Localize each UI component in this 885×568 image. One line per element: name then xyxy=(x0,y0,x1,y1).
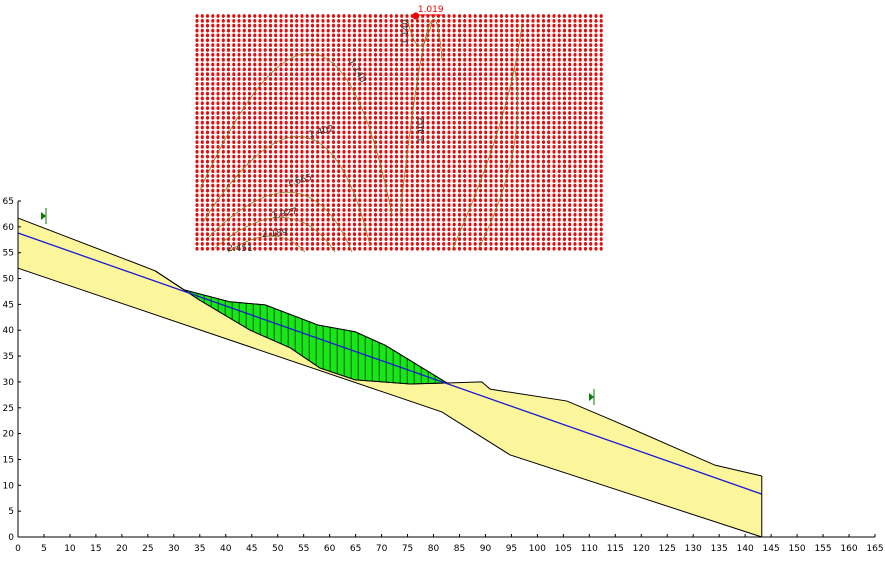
x-tick-label: 145 xyxy=(763,544,780,554)
x-tick-label: 70 xyxy=(376,544,388,554)
x-tick-label: 0 xyxy=(15,544,21,554)
contour xyxy=(451,24,523,251)
x-tick-label: 50 xyxy=(272,544,284,554)
x-tick-label: 95 xyxy=(506,544,517,554)
limit-marker xyxy=(41,212,46,220)
x-tick-label: 75 xyxy=(402,544,413,554)
x-tick-label: 55 xyxy=(298,544,309,554)
contour-label: 2.451 xyxy=(227,244,253,254)
x-tick-label: 40 xyxy=(220,544,232,554)
x-tick-label: 160 xyxy=(840,544,857,554)
x-tick-label: 155 xyxy=(814,544,831,554)
x-tick-label: 45 xyxy=(246,544,257,554)
x-tick-label: 60 xyxy=(324,544,336,554)
y-tick-label: 15 xyxy=(3,455,14,465)
x-tick-label: 15 xyxy=(90,544,101,554)
min-center xyxy=(412,12,420,20)
x-tick-label: 20 xyxy=(116,544,128,554)
contour-label: 1.927 xyxy=(271,207,298,221)
x-tick-label: 30 xyxy=(168,544,180,554)
x-tick-label: 80 xyxy=(428,544,440,554)
contour xyxy=(477,69,519,251)
x-tick-label: 85 xyxy=(454,544,465,554)
contour-label: 1.140 xyxy=(401,19,411,45)
y-tick-label: 35 xyxy=(3,352,14,362)
y-tick-label: 0 xyxy=(8,533,14,543)
contour xyxy=(199,53,393,216)
layer-boundary xyxy=(17,267,762,538)
contour-label: 1.665 xyxy=(286,173,313,189)
y-tick-label: 30 xyxy=(3,378,15,388)
slip-surface xyxy=(154,270,448,385)
x-tick-label: 5 xyxy=(41,544,47,554)
contour-label: 2.189 xyxy=(262,228,289,240)
y-tick-label: 40 xyxy=(3,326,15,336)
y-tick-label: 5 xyxy=(8,507,14,517)
y-tick-label: 50 xyxy=(3,275,15,285)
x-tick-label: 130 xyxy=(685,544,702,554)
ground-surface xyxy=(17,217,762,477)
contour xyxy=(202,136,371,246)
y-tick-label: 45 xyxy=(3,300,14,310)
y-tick-label: 65 xyxy=(3,197,14,207)
contour xyxy=(214,217,336,253)
y-tick-label: 60 xyxy=(3,223,15,233)
grid-dots xyxy=(195,14,603,251)
x-tick-label: 35 xyxy=(194,544,205,554)
grid-points xyxy=(195,14,603,251)
y-tick-label: 20 xyxy=(3,430,15,440)
x-tick-label: 105 xyxy=(555,544,572,554)
x-tick-label: 10 xyxy=(64,544,76,554)
y-tick-label: 25 xyxy=(3,404,14,414)
x-tick-label: 140 xyxy=(737,544,754,554)
contour xyxy=(207,191,353,253)
contour xyxy=(399,18,443,216)
x-tick-label: 125 xyxy=(659,544,676,554)
limit-marker xyxy=(589,393,594,401)
x-tick-label: 150 xyxy=(788,544,805,554)
y-tick-label: 10 xyxy=(3,481,15,491)
contours xyxy=(199,18,523,253)
y-tick-label: 55 xyxy=(3,249,14,259)
contour xyxy=(227,235,306,253)
min-fos-label: 1.019 xyxy=(418,5,444,15)
x-tick-label: 100 xyxy=(529,544,546,554)
x-tick-label: 25 xyxy=(142,544,153,554)
x-tick-label: 120 xyxy=(633,544,650,554)
x-tick-label: 65 xyxy=(350,544,361,554)
x-tick-label: 115 xyxy=(607,544,624,554)
contour xyxy=(407,21,433,47)
x-tick-label: 110 xyxy=(581,544,598,554)
x-tick-label: 135 xyxy=(711,544,728,554)
x-tick-label: 90 xyxy=(480,544,492,554)
x-tick-label: 165 xyxy=(866,544,883,554)
water-table xyxy=(17,232,762,495)
contour-label: 1.402 xyxy=(417,117,427,143)
